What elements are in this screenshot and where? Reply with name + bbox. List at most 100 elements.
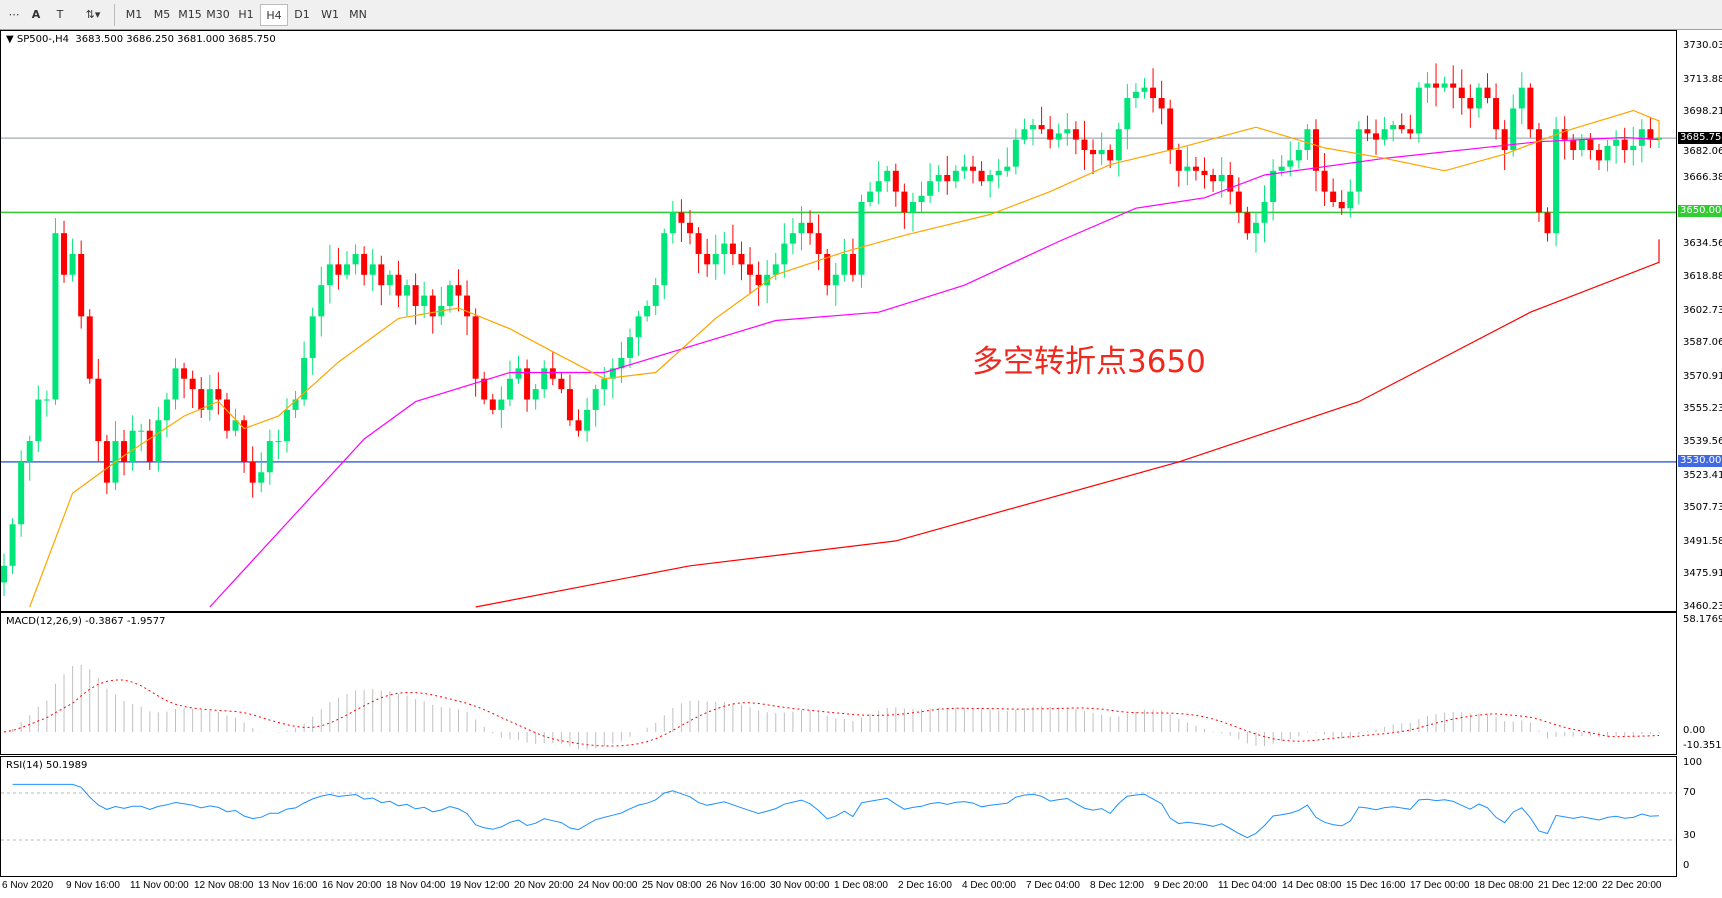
candle-body <box>652 285 659 306</box>
candle <box>1527 83 1534 138</box>
ma-fast-line <box>29 109 1660 608</box>
candle-body <box>69 253 76 275</box>
candle <box>1561 116 1568 160</box>
candle-body <box>1055 133 1062 140</box>
candle-body <box>1415 87 1422 134</box>
timeframe-mn[interactable]: MN <box>349 8 367 21</box>
candle <box>326 244 333 304</box>
candle <box>1364 115 1371 142</box>
timeframe-d1[interactable]: D1 <box>294 8 310 21</box>
candle-body <box>1578 139 1585 151</box>
symbol-label: SP500-,H4 <box>16 34 70 45</box>
candle-body <box>832 274 839 286</box>
candle-body <box>1287 160 1294 167</box>
candle <box>824 248 831 296</box>
candle-body <box>978 170 985 182</box>
candle-body <box>1373 133 1380 140</box>
candle-body <box>1304 129 1311 151</box>
candle <box>1227 162 1234 205</box>
candle-body <box>944 174 951 182</box>
ohlc-values: 3683.500 3686.250 3681.000 3685.750 <box>75 34 276 45</box>
candle <box>1415 82 1422 143</box>
timeframe-h1[interactable]: H1 <box>238 8 254 21</box>
candle <box>1124 84 1131 150</box>
time-tick: 21 Dec 12:00 <box>1538 880 1598 891</box>
candle-body <box>1433 83 1440 88</box>
candle <box>369 248 376 292</box>
candle-body <box>969 166 976 171</box>
candle-body <box>1364 129 1371 134</box>
candle-body <box>1192 166 1199 171</box>
candle-body <box>1510 108 1517 151</box>
candle <box>1038 106 1045 134</box>
candle-body <box>1210 174 1217 182</box>
candle-body <box>704 253 711 265</box>
price-tick: 3730.035 <box>1683 40 1722 51</box>
candle-body <box>1570 139 1577 151</box>
candle <box>1613 130 1620 164</box>
candle-body <box>566 389 573 421</box>
time-tick: 22 Dec 20:00 <box>1602 880 1662 891</box>
candle-body <box>807 222 814 234</box>
candle <box>1072 121 1079 155</box>
candle <box>849 238 856 282</box>
candle <box>549 351 556 386</box>
candle <box>1098 132 1105 166</box>
candle <box>1493 83 1500 140</box>
candle <box>1381 116 1388 146</box>
candle <box>661 228 668 300</box>
candle-body <box>781 243 788 265</box>
candle-body <box>464 295 471 317</box>
candle <box>446 280 453 313</box>
candle <box>1312 119 1319 192</box>
price-tick: 3460.235 <box>1683 600 1722 612</box>
candle <box>875 161 882 205</box>
candle-body <box>1 565 7 583</box>
price-tick: 3618.885 <box>1683 271 1722 283</box>
crosshair-icon[interactable]: ⋯ <box>8 8 20 21</box>
candle-body <box>592 389 599 410</box>
candle-body <box>1141 87 1148 92</box>
candle-body <box>952 170 959 182</box>
timeframe-m30[interactable]: M30 <box>206 8 230 21</box>
timeframe-m5[interactable]: M5 <box>153 8 171 21</box>
candle-body <box>9 524 16 566</box>
time-tick: 13 Nov 16:00 <box>258 880 318 891</box>
candle <box>215 372 222 415</box>
arrows-tool-icon[interactable]: ⇅▾ <box>85 8 101 21</box>
candle <box>1630 126 1637 166</box>
text-tool-icon[interactable]: A <box>31 8 41 21</box>
price-tick: 3570.910 <box>1683 370 1722 382</box>
candle <box>772 252 779 281</box>
timeframe-h4[interactable]: H4 <box>260 4 288 26</box>
text-label-tool-icon[interactable]: T <box>56 8 64 21</box>
candle-body <box>1527 87 1534 130</box>
time-tick: 4 Dec 00:00 <box>962 880 1016 891</box>
macd-tick: 0.00 <box>1683 725 1706 736</box>
candle <box>61 220 68 283</box>
candle <box>609 358 616 399</box>
candle <box>1518 72 1525 125</box>
candle <box>1578 134 1585 157</box>
candle-body <box>266 441 273 473</box>
price-tick: 3666.385 <box>1683 172 1722 184</box>
candle <box>909 192 916 232</box>
candle-body <box>549 368 556 379</box>
timeframe-w1[interactable]: W1 <box>321 8 339 21</box>
candle <box>1467 84 1474 128</box>
candle <box>206 374 213 421</box>
candle-body <box>61 233 68 275</box>
candle-body <box>1347 191 1354 209</box>
candle <box>412 273 419 325</box>
candle-body <box>1613 139 1620 146</box>
candle-body <box>1647 129 1654 140</box>
time-tick: 20 Nov 20:00 <box>514 880 574 891</box>
candle <box>832 262 839 306</box>
timeframe-m15[interactable]: M15 <box>178 8 202 21</box>
timeframe-m1[interactable]: M1 <box>125 8 143 21</box>
candle-body <box>1458 87 1465 99</box>
toolbar: ⋯ A T ⇅▾ M1 M5 M15 M30 H1 H4 D1 W1 MN <box>0 0 1722 30</box>
candle <box>1081 120 1088 170</box>
candle <box>112 421 119 490</box>
